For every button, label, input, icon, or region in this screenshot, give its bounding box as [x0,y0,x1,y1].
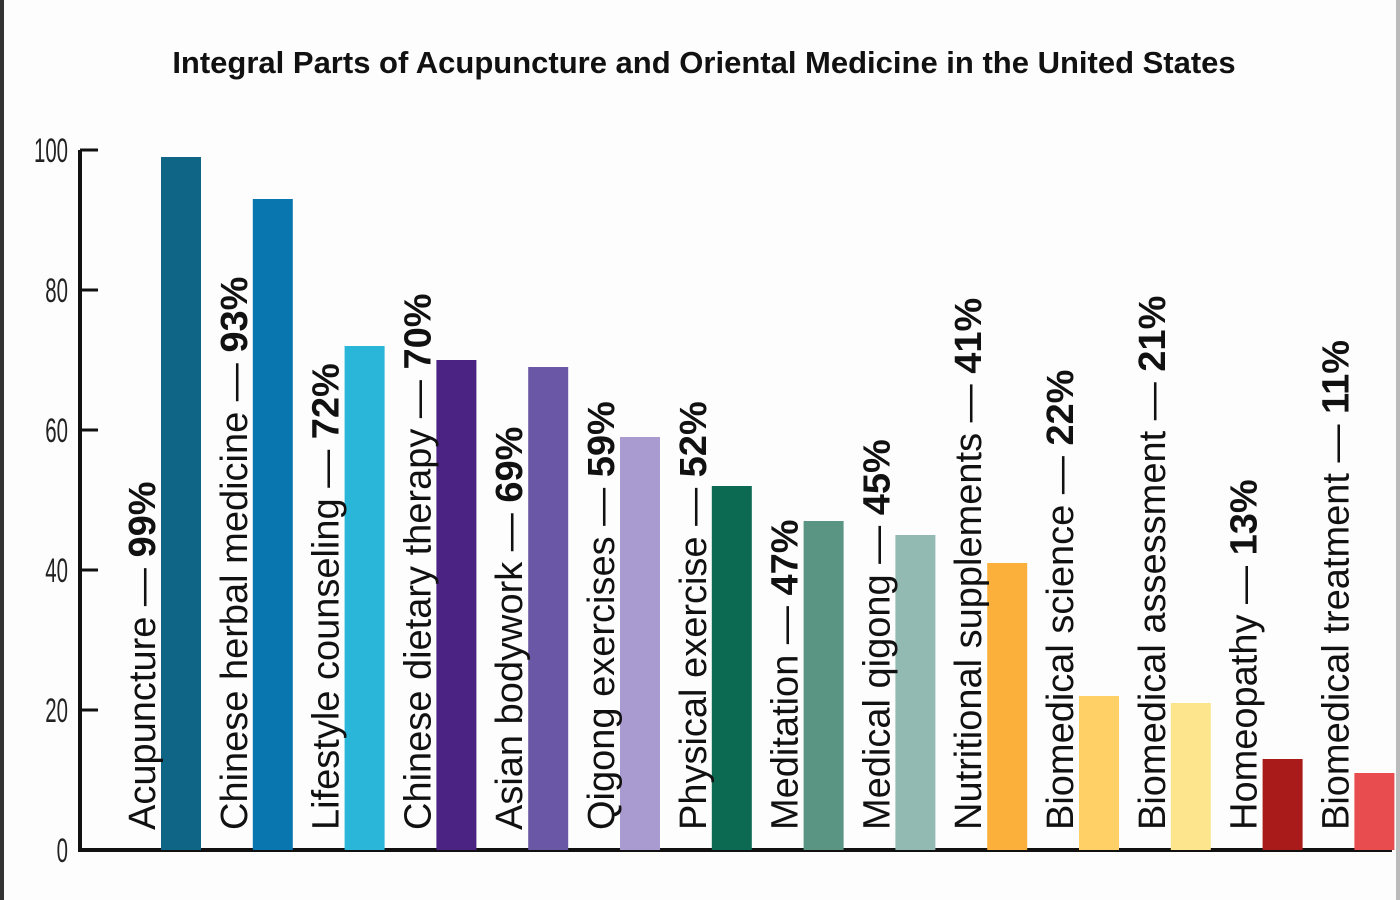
bar-homeopathy [1262,759,1303,850]
bar-meditation [803,521,844,850]
bar-qigong-exercises [620,437,660,850]
y-tick-label: 100 [34,132,68,170]
value-label: 70% [397,293,439,369]
bar-nutritional-supplements [987,563,1028,850]
value-label: 47% [765,519,807,595]
category-label: Meditation — [765,596,807,830]
bar-medical-qigong [895,535,936,850]
bar-lifestyle-counseling [344,346,385,850]
bar-chart: Integral Parts of Acupuncture and Orient… [34,45,1395,870]
bar-label: Asian bodywork — 69% [489,427,531,830]
bar-chinese-dietary-therapy [436,360,477,850]
value-label: 22% [1040,370,1082,446]
bar-physical-exercise [711,486,752,850]
y-tick-label: 40 [45,552,68,590]
bar-biomedical-assessment [1170,703,1211,850]
y-tick-label: 0 [57,832,68,870]
y-tick-label: 80 [45,272,68,310]
bar-label: Chinese dietary therapy — 70% [397,293,439,830]
value-label: 93% [214,277,256,353]
value-label: 72% [306,363,348,439]
category-label: Asian bodywork — [489,503,531,830]
bar-label: Meditation — 47% [765,519,807,830]
bar-biomedical-treatment [1354,773,1395,850]
bar-acupuncture [161,157,201,850]
bar-label: Acupuncture — 99% [122,481,164,830]
y-tick-label: 20 [45,692,68,730]
value-label: 41% [948,298,990,374]
category-label: Chinese dietary therapy — [397,370,439,830]
category-label: Homeopathy — [1224,555,1266,830]
category-label: Biomedical science — [1040,446,1082,830]
bar-labels: Acupuncture — 99% Chinese herbal medicine… [122,277,1357,830]
value-label: 11% [1315,340,1357,414]
category-label: Qigong exercises — [581,477,623,830]
value-label: 13% [1224,479,1266,555]
value-label: 59% [581,401,623,477]
category-label: Lifestyle counseling — [306,439,348,830]
bar-label: Qigong exercises — 59% [581,401,623,830]
value-label: 99% [122,481,164,557]
category-label: Physical exercise — [673,477,715,830]
bar-chinese-herbal-medicine [252,199,293,850]
bar-label: Physical exercise — 52% [673,401,715,830]
bar-label: Chinese herbal medicine — 93% [214,277,256,830]
chart-title: Integral Parts of Acupuncture and Orient… [172,45,1235,80]
category-label: Biomedical treatment — [1315,414,1357,830]
value-label: 45% [856,439,898,515]
category-label: Nutritional supplements — [948,374,990,830]
category-label: Chinese herbal medicine — [214,353,256,830]
category-label: Acupuncture — [122,558,164,830]
bar-label: Lifestyle counseling — 72% [306,363,348,830]
y-tick-label: 60 [45,412,68,450]
bar-label: Biomedical science — 22% [1040,370,1082,830]
bar-label: Homeopathy — 13% [1224,479,1266,830]
bar-label: Biomedical assessment — 21% [1132,296,1174,830]
bar-label: Medical qigong — 45% [856,439,898,830]
category-label: Medical qigong — [856,515,898,830]
bar-asian-bodywork [528,367,569,850]
value-label: 69% [489,427,531,503]
bars [161,157,1395,850]
bar-label: Biomedical treatment — 11% [1315,340,1357,830]
category-label: Biomedical assessment — [1132,372,1174,830]
value-label: 21% [1132,296,1174,372]
value-label: 52% [673,401,715,477]
bar-biomedical-science [1079,696,1119,850]
bar-label: Nutritional supplements — 41% [948,298,990,830]
